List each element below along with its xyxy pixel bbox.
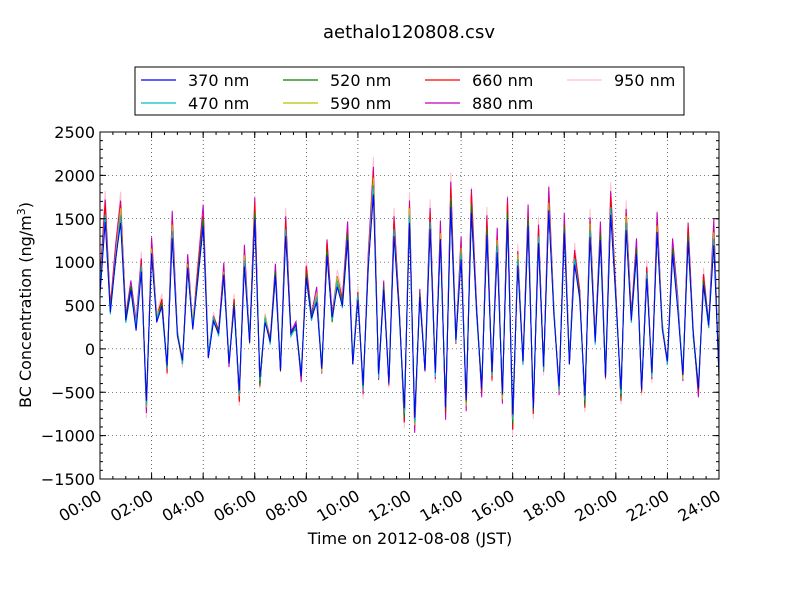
y-tick-label: 0 [85,340,95,359]
chart-title: aethalo120808.csv [323,22,495,43]
y-tick-label: 2000 [54,166,95,185]
y-tick-labels: −1500 −1000 −500 0 500 1000 1500 2000 2500 [41,123,95,489]
series-line-370-nm [99,194,720,418]
tick-marks [99,131,720,480]
y-axis-label-superscript: 3 [15,208,28,215]
x-tick-label: 22:00 [623,486,672,526]
x-tick-label: 18:00 [520,486,569,526]
y-tick-label: 1500 [54,210,95,229]
x-tick-label: 06:00 [210,486,259,526]
y-tick-label: −1500 [41,470,95,489]
legend-label: 470 nm [188,94,249,113]
legend-label: 950 nm [614,71,675,90]
y-axis-label-close: ) [16,202,35,208]
x-tick-label: 14:00 [417,486,466,526]
legend-label: 880 nm [472,94,533,113]
series-lines [99,156,720,436]
y-tick-label: −1000 [41,427,95,446]
y-tick-label: 500 [64,297,95,316]
y-tick-label: 2500 [54,123,95,142]
legend: 370 nm 470 nm 520 nm 590 nm 660 nm 880 nm 950 … [134,66,685,116]
x-axis-label: Time on 2012-08-08 (JST) [307,529,512,548]
x-tick-label: 10:00 [313,486,362,526]
x-tick-label: 00:00 [56,486,105,526]
legend-label: 520 nm [330,71,391,90]
x-tick-label: 12:00 [365,486,414,526]
y-tick-label: −500 [51,383,95,402]
y-axis-label: BC Concentration (ng/m3) [15,202,35,408]
x-tick-label: 08:00 [262,486,311,526]
legend-label: 590 nm [330,94,391,113]
legend-box [134,66,685,116]
x-tick-label: 02:00 [107,486,156,526]
x-tick-label: 20:00 [571,486,620,526]
legend-label: 660 nm [472,71,533,90]
y-axis-label-main: BC Concentration (ng/m [16,215,35,408]
x-tick-labels: 00:00 02:00 04:00 06:00 08:00 10:00 12:00 14:00… [56,486,724,526]
legend-label: 370 nm [188,71,249,90]
x-tick-label: 04:00 [159,486,208,526]
x-tick-label: 16:00 [468,486,517,526]
y-tick-label: 1000 [54,253,95,272]
x-tick-label: 24:00 [675,486,724,526]
